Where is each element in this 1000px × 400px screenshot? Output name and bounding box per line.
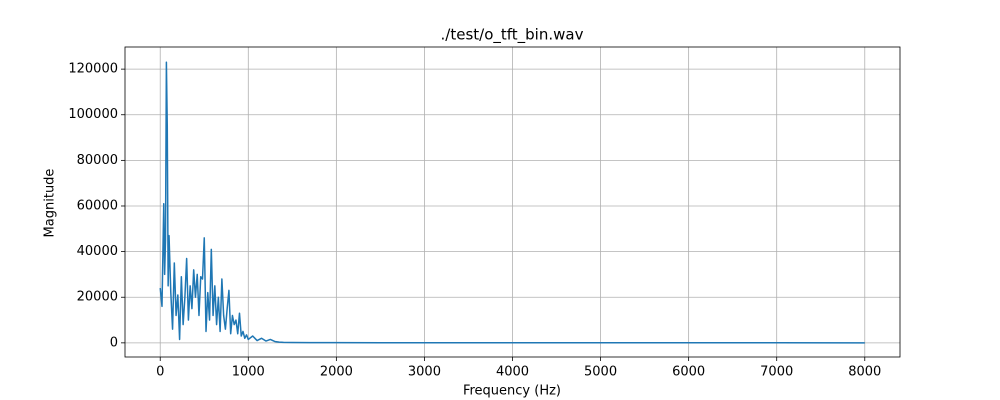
y-tick-label: 120000 — [68, 62, 118, 77]
x-tick-label: 0 — [156, 365, 164, 380]
x-axis-label: Frequency (Hz) — [463, 384, 561, 399]
y-tick-label: 60000 — [77, 198, 118, 213]
x-tick-label: 2000 — [320, 365, 353, 380]
x-tick-label: 6000 — [672, 365, 705, 380]
y-tick-label: 20000 — [77, 290, 118, 305]
x-tick-label: 4000 — [496, 365, 529, 380]
x-tick-label: 7000 — [760, 365, 793, 380]
x-tick-label: 1000 — [232, 365, 265, 380]
y-tick-label: 100000 — [68, 107, 118, 122]
y-tick-label: 40000 — [77, 244, 118, 259]
x-tick-label: 3000 — [408, 365, 441, 380]
x-tick-label: 5000 — [584, 365, 617, 380]
x-tick-label: 8000 — [848, 365, 881, 380]
y-axis-label: Magnitude — [43, 169, 58, 238]
y-tick-label: 80000 — [77, 153, 118, 168]
chart-title: ./test/o_tft_bin.wav — [441, 26, 584, 45]
data-line — [159, 61, 865, 344]
plot-frame — [124, 46, 901, 358]
y-tick-label: 0 — [110, 335, 118, 350]
